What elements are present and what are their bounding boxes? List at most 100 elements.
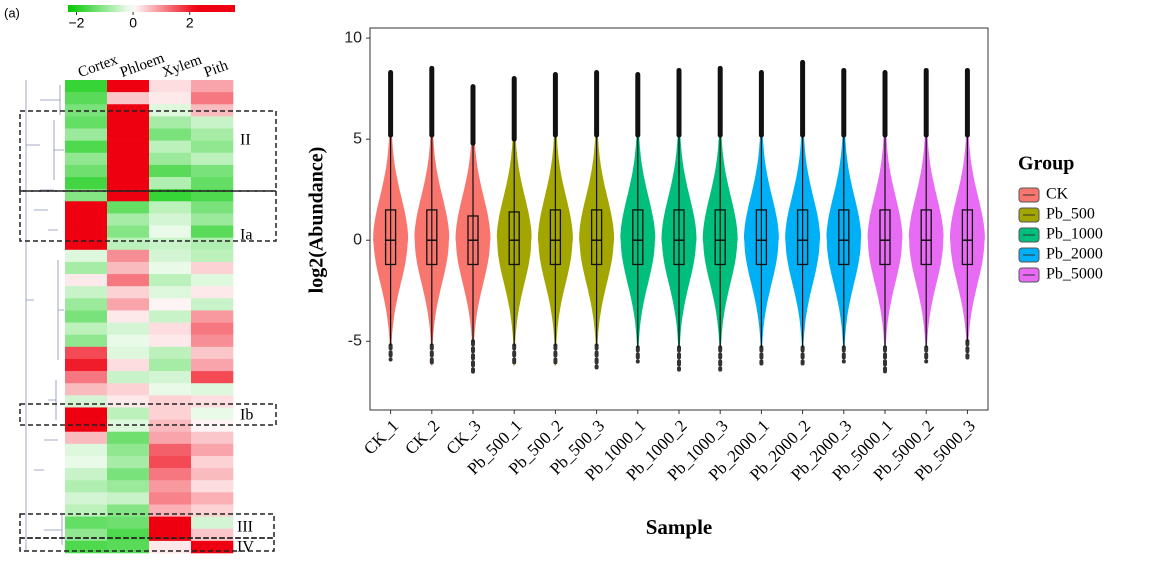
legend-label: Pb_2000 xyxy=(1046,246,1103,263)
box xyxy=(426,209,438,266)
heatmap-cell xyxy=(149,128,192,141)
cluster-label: II xyxy=(240,132,251,149)
cluster-box xyxy=(19,537,275,552)
heatmap-cell xyxy=(191,455,234,469)
heatmap-cell xyxy=(65,310,108,323)
heatmap-cell xyxy=(149,80,192,93)
heatmap-cell xyxy=(191,298,234,311)
heatmap-cell xyxy=(149,310,192,323)
heatmap-cell xyxy=(149,371,192,384)
cluster-label: III xyxy=(237,519,253,536)
heatmap-cell xyxy=(191,504,234,517)
heatmap-cell xyxy=(149,419,192,433)
box xyxy=(879,209,891,266)
colorbar-tick-label: −2 xyxy=(69,15,85,31)
heatmap-cell xyxy=(107,540,150,554)
heatmap-cell xyxy=(65,286,108,299)
heatmap-cell xyxy=(107,92,150,105)
heatmap-cell xyxy=(107,371,150,384)
heatmap-cell xyxy=(149,164,192,178)
heatmap-cell xyxy=(65,371,108,384)
heatmap-cell xyxy=(107,504,150,517)
heatmap-cell xyxy=(149,225,192,238)
heatmap-cell xyxy=(149,431,192,445)
colorbar-tick-label: 2 xyxy=(186,15,194,31)
heatmap-cell xyxy=(65,237,108,251)
heatmap-cell xyxy=(191,80,234,93)
box xyxy=(549,209,562,266)
heatmap-cell xyxy=(65,346,108,360)
heatmap-cell xyxy=(107,164,150,178)
heatmap-cell xyxy=(191,177,234,190)
y-tick-label: 10 xyxy=(344,29,362,46)
heatmap-cell xyxy=(65,140,108,154)
heatmap-cell xyxy=(107,116,150,129)
y-tick-label: 0 xyxy=(353,231,362,248)
heatmap-cell xyxy=(65,249,108,263)
box xyxy=(838,209,850,266)
heatmap-cell xyxy=(191,407,234,420)
heatmap-cell xyxy=(191,237,234,251)
heatmap-cell xyxy=(149,383,192,396)
heatmap-cell xyxy=(149,504,192,517)
heatmap-cell xyxy=(107,492,150,505)
heatmap-cell xyxy=(107,528,150,542)
heatmap-cell xyxy=(107,407,150,420)
heatmap-cell xyxy=(65,225,108,238)
heatmap-cell xyxy=(65,480,108,493)
column-label: Pith xyxy=(202,58,231,81)
heatmap-cell xyxy=(149,528,192,542)
heatmap-cell xyxy=(107,274,150,287)
heatmap-cell xyxy=(107,80,150,93)
heatmap-cell xyxy=(191,468,234,481)
heatmap-cell xyxy=(191,225,234,238)
heatmap-cell xyxy=(65,116,108,129)
box xyxy=(384,209,397,266)
heatmap-cell xyxy=(191,189,234,202)
heatmap-cell xyxy=(149,140,192,154)
cluster-label: Ia xyxy=(240,227,252,244)
heatmap-cell xyxy=(65,261,108,275)
cluster-box xyxy=(19,513,275,539)
heatmap-cell xyxy=(107,201,150,214)
heatmap-cell xyxy=(65,164,108,178)
heatmap-cell xyxy=(149,395,192,408)
heatmap-cell xyxy=(191,419,234,433)
heatmap-cell xyxy=(65,516,108,530)
y-tick-label: 5 xyxy=(353,130,362,147)
heatmap-cell xyxy=(65,274,108,287)
heatmap-cell xyxy=(107,468,150,481)
column-label: Cortex xyxy=(76,52,120,81)
heatmap-cell xyxy=(149,346,192,360)
heatmap-cell xyxy=(191,395,234,408)
box xyxy=(508,211,520,266)
heatmap-cell xyxy=(149,261,192,275)
heatmap-cell xyxy=(149,358,192,372)
heatmap-cell xyxy=(65,395,108,408)
heatmap-cell xyxy=(191,528,234,542)
heatmap-cell xyxy=(65,298,108,311)
heatmap-cell xyxy=(191,164,234,178)
heatmap-cell xyxy=(149,407,192,420)
heatmap-cell xyxy=(149,455,192,469)
heatmap-cell xyxy=(149,249,192,263)
heatmap-cell xyxy=(191,358,234,372)
heatmap-cell xyxy=(107,225,150,238)
heatmap-cell xyxy=(191,492,234,505)
heatmap-cell xyxy=(191,274,234,287)
heatmap-cell xyxy=(65,504,108,517)
heatmap-cell xyxy=(107,237,150,251)
heatmap-cell xyxy=(191,92,234,105)
heatmap-cell xyxy=(65,383,108,396)
heatmap-cell xyxy=(65,407,108,420)
heatmap-cell xyxy=(107,516,150,530)
heatmap-cell xyxy=(191,140,234,154)
cluster-box xyxy=(19,190,277,242)
heatmap-cell xyxy=(191,116,234,129)
heatmap-cell xyxy=(107,346,150,360)
heatmap-cell xyxy=(149,334,192,348)
heatmap-cell xyxy=(107,286,150,299)
heatmap-cell xyxy=(149,274,192,287)
legend-title: Group xyxy=(1018,153,1074,175)
